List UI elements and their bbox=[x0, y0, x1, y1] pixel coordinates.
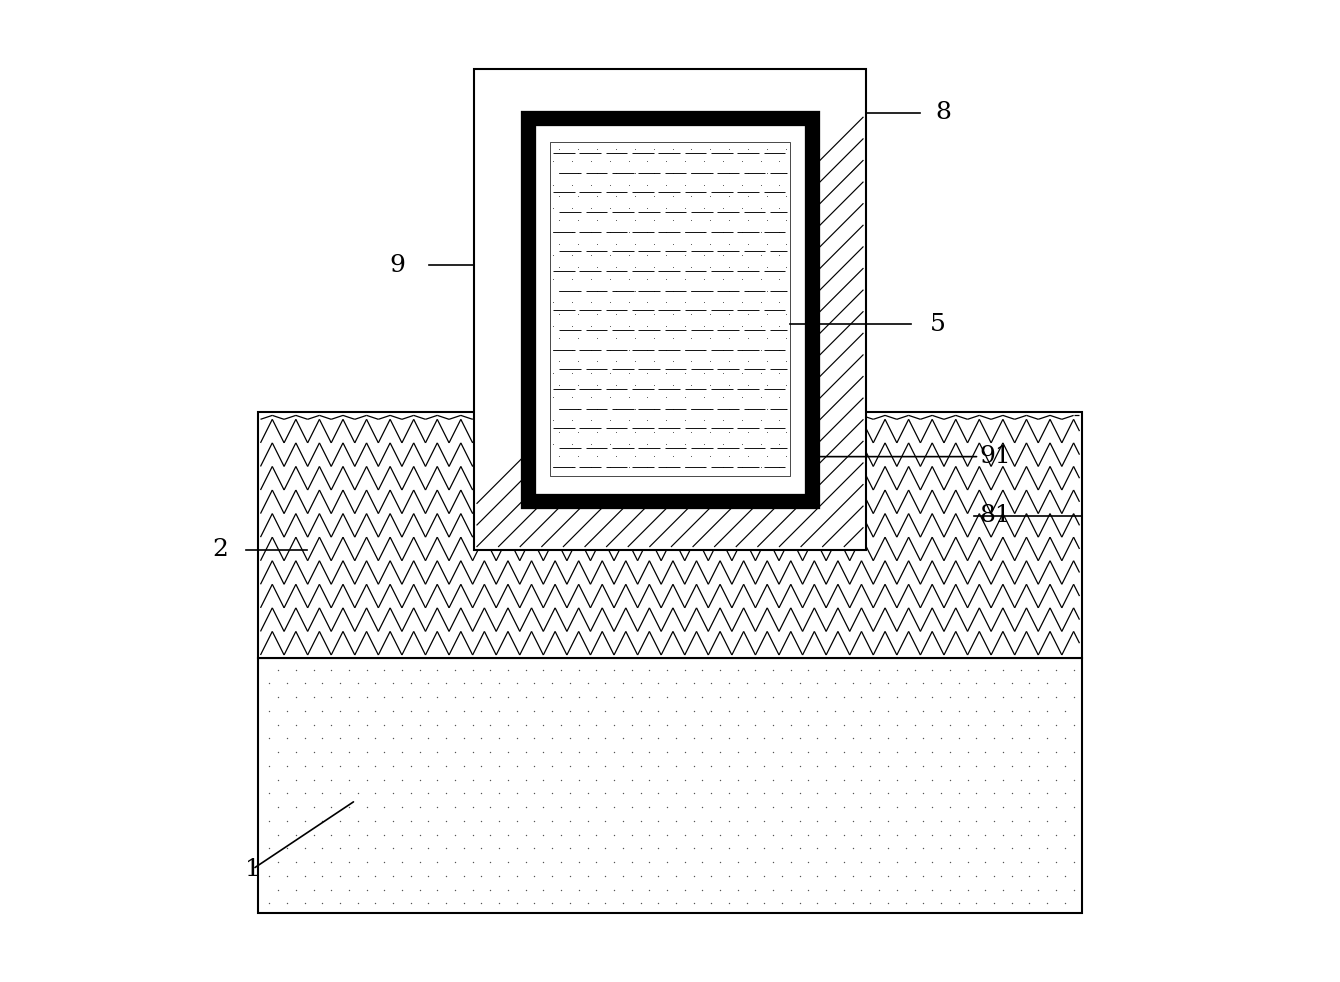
Bar bbox=[551, 142, 789, 476]
Text: 1: 1 bbox=[245, 857, 260, 881]
Bar bbox=[473, 69, 867, 550]
Text: 2: 2 bbox=[212, 538, 228, 562]
Bar bbox=[257, 658, 1083, 913]
Text: 5: 5 bbox=[930, 312, 946, 336]
Text: 9: 9 bbox=[389, 253, 405, 277]
Bar bbox=[551, 142, 789, 476]
Text: 91: 91 bbox=[980, 445, 1010, 468]
Text: 8: 8 bbox=[935, 101, 951, 125]
Bar bbox=[257, 412, 1083, 658]
Bar bbox=[528, 118, 812, 501]
Text: 81: 81 bbox=[980, 504, 1010, 527]
